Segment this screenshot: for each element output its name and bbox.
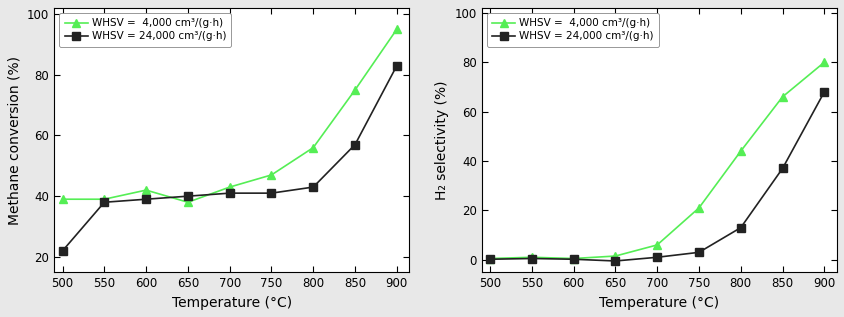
WHSV = 24,000 cm³/(g·h) [225, 191, 235, 195]
WHSV =  4,000 cm³/(g·h) [392, 27, 402, 31]
WHSV = 24,000 cm³/(g·h) [308, 185, 318, 189]
WHSV =  4,000 cm³/(g·h) [225, 185, 235, 189]
Y-axis label: Methane conversion (%): Methane conversion (%) [8, 55, 21, 224]
WHSV =  4,000 cm³/(g·h) [484, 256, 495, 260]
Line: WHSV =  4,000 cm³/(g·h): WHSV = 4,000 cm³/(g·h) [58, 25, 401, 206]
Legend: WHSV =  4,000 cm³/(g·h), WHSV = 24,000 cm³/(g·h): WHSV = 4,000 cm³/(g·h), WHSV = 24,000 cm… [486, 13, 658, 47]
Line: WHSV = 24,000 cm³/(g·h): WHSV = 24,000 cm³/(g·h) [485, 88, 827, 265]
WHSV =  4,000 cm³/(g·h) [776, 95, 787, 99]
WHSV = 24,000 cm³/(g·h) [609, 259, 619, 263]
WHSV =  4,000 cm³/(g·h) [652, 243, 662, 247]
WHSV =  4,000 cm³/(g·h) [568, 256, 578, 260]
Legend: WHSV =  4,000 cm³/(g·h), WHSV = 24,000 cm³/(g·h): WHSV = 4,000 cm³/(g·h), WHSV = 24,000 cm… [59, 13, 231, 47]
WHSV = 24,000 cm³/(g·h) [776, 166, 787, 170]
WHSV =  4,000 cm³/(g·h) [693, 206, 703, 210]
WHSV = 24,000 cm³/(g·h) [392, 64, 402, 68]
WHSV =  4,000 cm³/(g·h) [819, 60, 829, 64]
WHSV =  4,000 cm³/(g·h) [141, 188, 151, 192]
WHSV = 24,000 cm³/(g·h) [141, 197, 151, 201]
WHSV = 24,000 cm³/(g·h) [182, 194, 192, 198]
Y-axis label: H₂ selectivity (%): H₂ selectivity (%) [435, 80, 448, 200]
WHSV = 24,000 cm³/(g·h) [99, 200, 109, 204]
WHSV = 24,000 cm³/(g·h) [735, 226, 745, 230]
WHSV =  4,000 cm³/(g·h) [57, 197, 68, 201]
Line: WHSV =  4,000 cm³/(g·h): WHSV = 4,000 cm³/(g·h) [485, 58, 827, 263]
WHSV =  4,000 cm³/(g·h) [308, 146, 318, 150]
WHSV = 24,000 cm³/(g·h) [266, 191, 276, 195]
WHSV = 24,000 cm³/(g·h) [568, 257, 578, 261]
WHSV = 24,000 cm³/(g·h) [693, 250, 703, 254]
Line: WHSV = 24,000 cm³/(g·h): WHSV = 24,000 cm³/(g·h) [58, 61, 401, 255]
WHSV = 24,000 cm³/(g·h) [819, 90, 829, 94]
WHSV =  4,000 cm³/(g·h) [735, 149, 745, 153]
WHSV =  4,000 cm³/(g·h) [266, 173, 276, 177]
WHSV = 24,000 cm³/(g·h) [349, 143, 360, 146]
WHSV = 24,000 cm³/(g·h) [652, 256, 662, 259]
WHSV = 24,000 cm³/(g·h) [57, 249, 68, 253]
WHSV =  4,000 cm³/(g·h) [526, 256, 536, 259]
WHSV =  4,000 cm³/(g·h) [99, 197, 109, 201]
WHSV =  4,000 cm³/(g·h) [349, 88, 360, 92]
WHSV = 24,000 cm³/(g·h) [526, 256, 536, 260]
WHSV = 24,000 cm³/(g·h) [484, 257, 495, 261]
WHSV =  4,000 cm³/(g·h) [182, 200, 192, 204]
X-axis label: Temperature (°C): Temperature (°C) [171, 295, 291, 309]
WHSV =  4,000 cm³/(g·h) [609, 254, 619, 258]
X-axis label: Temperature (°C): Temperature (°C) [598, 295, 718, 309]
